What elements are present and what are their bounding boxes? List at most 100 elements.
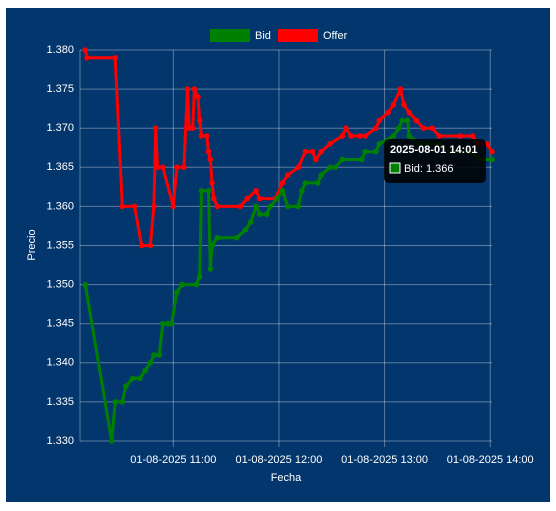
- data-point: [168, 320, 175, 327]
- data-point: [399, 117, 406, 124]
- tooltip-label: Bid: 1.366: [404, 163, 454, 175]
- data-point: [112, 55, 119, 61]
- data-point: [137, 375, 143, 382]
- data-point: [152, 125, 159, 131]
- legend-swatch: [210, 29, 250, 42]
- data-point: [198, 133, 205, 139]
- data-point: [327, 164, 333, 171]
- data-point: [457, 133, 464, 139]
- data-point: [244, 195, 251, 202]
- data-point: [108, 438, 115, 444]
- data-point: [395, 125, 402, 131]
- data-point: [420, 125, 427, 131]
- tooltip-title: 2025-08-01 14:01: [390, 144, 477, 156]
- data-point: [376, 141, 383, 147]
- data-point: [284, 203, 291, 210]
- data-point: [205, 148, 212, 155]
- data-point: [147, 360, 154, 366]
- data-point: [332, 164, 339, 171]
- data-point: [318, 148, 325, 155]
- data-point: [211, 195, 217, 202]
- data-point: [279, 180, 286, 186]
- data-point: [406, 109, 413, 116]
- data-point: [318, 172, 325, 178]
- data-point: [376, 117, 383, 124]
- data-point: [372, 125, 379, 131]
- data-point: [207, 156, 214, 163]
- data-point: [209, 242, 215, 249]
- data-point: [267, 203, 273, 210]
- data-point: [82, 47, 89, 53]
- data-point: [401, 101, 407, 108]
- legend-label: Offer: [323, 30, 348, 42]
- data-point: [138, 242, 145, 249]
- data-point: [159, 164, 166, 171]
- y-tick-label: 1.380: [46, 44, 74, 56]
- data-point: [406, 133, 413, 139]
- data-point: [184, 86, 191, 92]
- y-tick-label: 1.360: [46, 200, 74, 212]
- data-point: [214, 234, 221, 241]
- x-tick-label: 01-08-2025 13:00: [341, 454, 428, 466]
- legend-swatch: [278, 29, 318, 42]
- y-tick-label: 1.355: [46, 239, 74, 251]
- data-point: [174, 289, 180, 296]
- data-point: [362, 148, 369, 155]
- data-point: [313, 156, 319, 163]
- x-tick-label: 01-08-2025 11:00: [130, 454, 216, 466]
- data-point: [302, 148, 309, 155]
- data-point: [193, 281, 200, 288]
- data-point: [122, 383, 129, 390]
- x-tick-label: 01-08-2025 14:00: [447, 454, 534, 466]
- data-point: [119, 203, 126, 210]
- y-tick-label: 1.335: [46, 396, 74, 408]
- data-point: [404, 117, 411, 124]
- data-point: [84, 55, 90, 61]
- y-tick-label: 1.345: [46, 318, 74, 330]
- data-point: [189, 125, 196, 131]
- data-point: [247, 219, 254, 225]
- data-point: [357, 133, 363, 139]
- data-point: [390, 133, 397, 139]
- data-point: [469, 133, 476, 139]
- y-tick-label: 1.370: [46, 122, 74, 134]
- data-point: [198, 187, 205, 194]
- data-point: [237, 203, 244, 210]
- data-point: [130, 375, 136, 382]
- data-point: [196, 273, 203, 280]
- data-point: [385, 109, 391, 116]
- x-axis-label: Fecha: [271, 472, 302, 484]
- data-point: [279, 187, 286, 194]
- data-point: [274, 195, 280, 202]
- data-point: [295, 164, 302, 171]
- data-point: [299, 187, 305, 194]
- data-point: [489, 156, 495, 163]
- data-point: [154, 164, 161, 171]
- data-point: [142, 367, 148, 374]
- data-point: [131, 203, 138, 210]
- tooltip-box: [384, 139, 486, 183]
- data-point: [253, 203, 259, 210]
- data-point: [309, 148, 316, 155]
- data-point: [196, 117, 203, 124]
- data-point: [242, 227, 249, 233]
- data-point: [284, 172, 291, 178]
- data-point: [205, 187, 212, 194]
- data-point: [429, 125, 435, 131]
- y-axis-label: Precio: [26, 229, 38, 260]
- data-point: [489, 148, 495, 155]
- data-point: [170, 203, 177, 210]
- data-point: [159, 320, 166, 327]
- data-point: [181, 164, 187, 171]
- data-point: [147, 242, 154, 249]
- tooltip-swatch: [389, 162, 401, 174]
- data-point: [156, 352, 163, 358]
- data-point: [203, 133, 210, 139]
- data-point: [253, 187, 259, 194]
- data-point: [214, 203, 221, 210]
- y-tick-label: 1.350: [46, 279, 74, 291]
- data-point: [191, 86, 198, 92]
- data-point: [372, 148, 379, 155]
- data-point: [362, 133, 369, 139]
